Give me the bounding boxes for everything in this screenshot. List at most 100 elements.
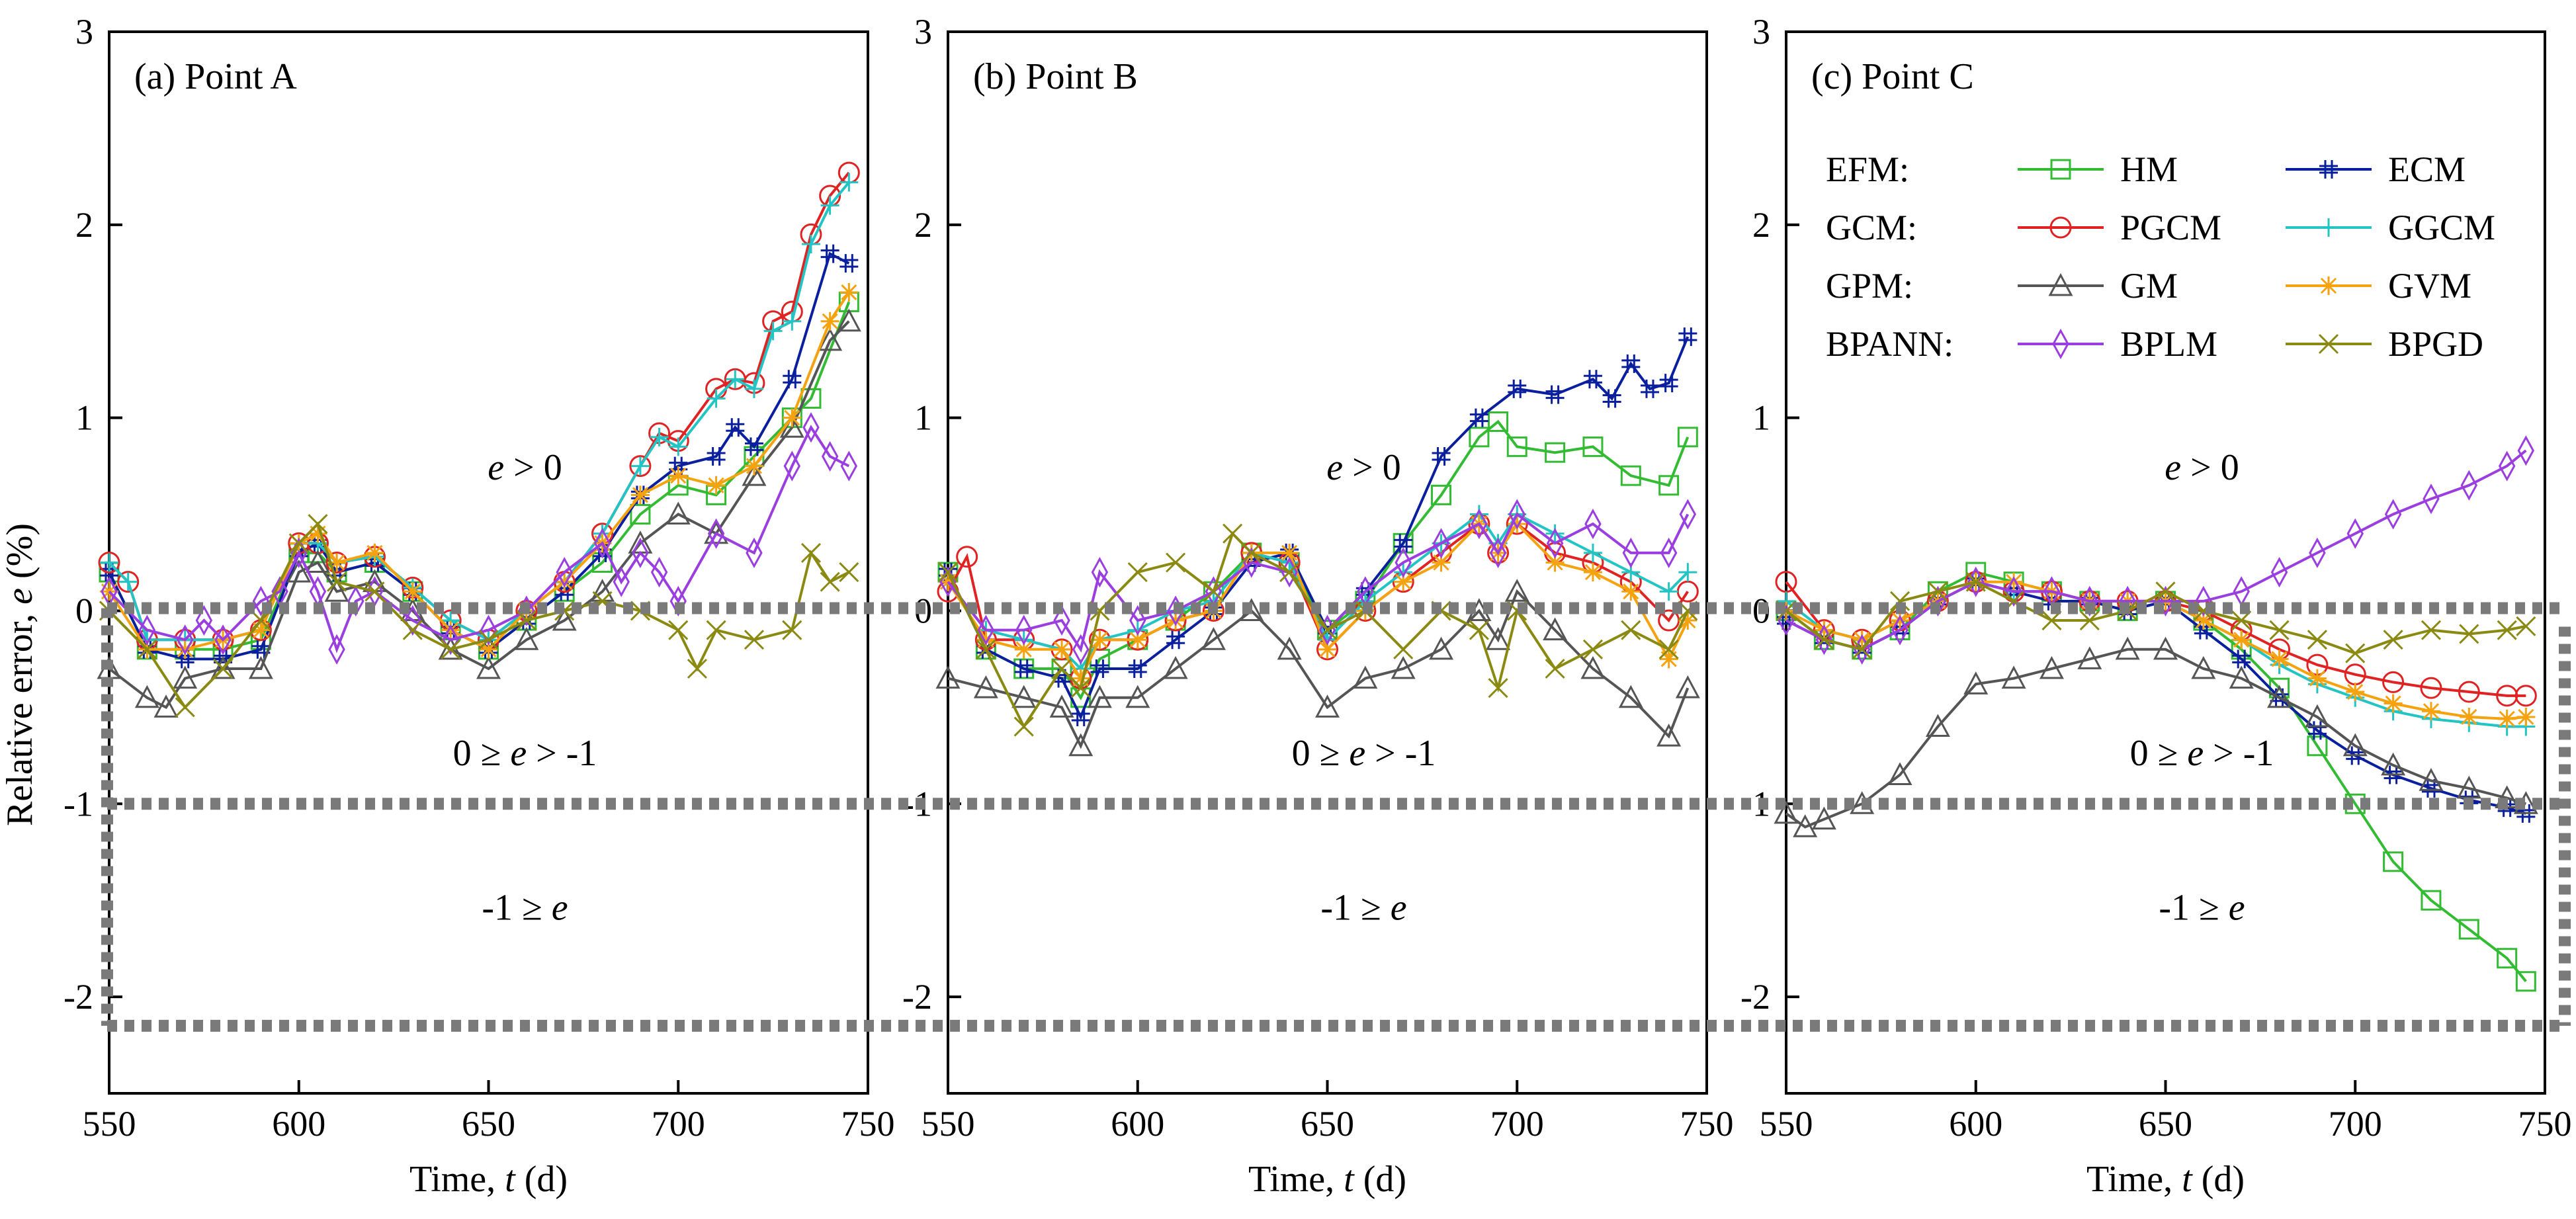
legend: EFM: HM ECM GCM: PGCM GGCM GPM: GM GVM BPANN: BPLM… — [1826, 149, 2495, 364]
dotted-region-overlay — [101, 602, 2571, 1032]
data-point — [839, 254, 859, 273]
data-point — [1508, 499, 1525, 530]
legend-marker — [2052, 328, 2069, 360]
data-point — [707, 447, 726, 466]
data-point — [2420, 677, 2442, 699]
data-point — [1391, 655, 1416, 679]
panel-1: -2 -1 0 1 2 3 550 600 650 700 750 Time, t (d) (a) Po… — [64, 12, 894, 1200]
data-point — [2309, 537, 2326, 569]
panel-title: (b) Point B — [973, 56, 1138, 97]
data-point — [305, 550, 330, 573]
data-point — [2514, 685, 2537, 707]
panels-layer: -2 -1 0 1 2 3 550 600 650 700 750 Time, t (d) (a) Po… — [64, 12, 2571, 1200]
legend-label: BPLM — [2120, 324, 2217, 364]
data-point — [2155, 581, 2176, 602]
data-point — [1963, 671, 1989, 694]
series-gm — [1774, 636, 2538, 837]
data-point — [2460, 470, 2478, 501]
data-point — [2458, 681, 2480, 703]
legend-marker — [2318, 333, 2339, 355]
data-point — [1166, 552, 1186, 573]
data-point — [1545, 385, 1565, 404]
legend-item-bplm: BPLM — [2018, 324, 2217, 364]
data-point — [613, 566, 630, 597]
data-point — [1504, 579, 1529, 602]
data-point — [138, 614, 156, 646]
data-point — [2384, 499, 2402, 530]
legend-label: GGCM — [2388, 208, 2495, 247]
x-tick-label: 600 — [1949, 1104, 2002, 1144]
data-point — [327, 571, 347, 592]
y-tick-label: 3 — [1752, 12, 1770, 52]
data-point — [1469, 620, 1489, 640]
data-point — [2346, 683, 2365, 702]
data-point — [956, 546, 978, 568]
data-point — [1489, 537, 1507, 569]
data-point — [742, 462, 767, 486]
data-point — [782, 620, 802, 640]
data-point — [1488, 411, 1509, 432]
data-point — [1658, 475, 1680, 496]
data-point — [1129, 605, 1146, 636]
data-point — [744, 379, 763, 398]
data-point — [214, 624, 232, 655]
legend-item-ecm: ECM — [2286, 149, 2466, 189]
panel-title: (c) Point C — [1811, 56, 1974, 97]
data-point — [2497, 709, 2516, 728]
data-point — [1545, 658, 1565, 679]
data-point — [744, 437, 763, 456]
plot-frame — [1785, 30, 2546, 1095]
y-tick-label: 1 — [1752, 398, 1770, 438]
data-point — [1675, 675, 1700, 698]
y-tick-label: 2 — [75, 205, 93, 245]
data-point — [1280, 543, 1299, 562]
data-point — [1620, 465, 1641, 486]
data-point — [328, 634, 345, 665]
data-point — [1640, 379, 1659, 398]
data-point — [1128, 659, 1147, 678]
data-point — [555, 572, 574, 591]
data-point — [1928, 581, 1948, 602]
data-point — [1543, 617, 1568, 641]
data-point — [1277, 636, 1302, 660]
data-point — [1678, 327, 1697, 347]
data-point — [1775, 571, 1797, 593]
legend-item-bpgd: BPGD — [2286, 324, 2483, 364]
panel-title: (a) Point A — [134, 56, 297, 97]
data-point — [1659, 650, 1678, 669]
data-point — [2001, 665, 2026, 689]
data-point — [1203, 581, 1224, 602]
data-point — [1618, 685, 1643, 708]
data-point — [820, 196, 839, 215]
data-point — [836, 308, 861, 332]
data-point — [746, 537, 763, 569]
data-point — [726, 418, 745, 437]
series-line — [108, 291, 850, 652]
data-point — [514, 627, 539, 650]
data-point — [1432, 528, 1450, 559]
data-point — [1602, 389, 1621, 408]
data-point — [153, 694, 179, 718]
data-point — [347, 585, 365, 616]
data-point — [195, 605, 213, 636]
data-point — [2346, 518, 2364, 549]
data-point — [818, 327, 843, 351]
legend-item-gm: GM — [2018, 266, 2178, 306]
data-point — [1068, 733, 1094, 757]
data-point — [1049, 694, 1074, 718]
data-point — [2079, 610, 2100, 631]
data-point — [726, 370, 745, 389]
series-line — [947, 521, 1690, 681]
data-point — [840, 450, 858, 482]
data-point — [939, 572, 957, 591]
data-point — [669, 585, 687, 616]
data-point — [1394, 572, 1413, 591]
legend-label: PGCM — [2120, 208, 2221, 247]
data-point — [687, 658, 707, 679]
y-tick-label: -2 — [64, 977, 93, 1017]
data-point — [1678, 563, 1697, 582]
data-point — [1015, 614, 1033, 646]
data-point — [175, 697, 195, 718]
data-point — [2232, 650, 2251, 669]
